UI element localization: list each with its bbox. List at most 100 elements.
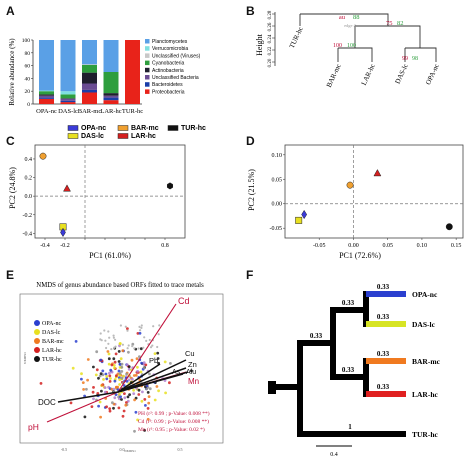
panel-e-sample-point: [113, 360, 117, 364]
panel-e-sample-point: [105, 375, 109, 378]
panel-e-sample-point: [99, 372, 103, 375]
panel-e-sample-point: [134, 373, 138, 377]
panel-a-xlabel: LAR-hc: [100, 108, 121, 115]
panel-a-bar-segment: [82, 64, 97, 73]
panel-e-sample-point: [103, 386, 107, 389]
panel-e-sample-point: [124, 403, 128, 407]
panel-b-node2-bp: 100: [347, 43, 356, 49]
panel-e-vector-mn: Mn: [188, 377, 199, 386]
panel-e-sample-point: [80, 377, 83, 381]
panel-e-sample-point: [112, 406, 115, 410]
panel-a-xlabel: BAR-mc: [78, 108, 102, 115]
panel-e-sample-point: [121, 343, 124, 346]
panel-e-sample-point: [111, 401, 114, 405]
panel-e-sample-point: [119, 395, 122, 399]
point-bar-mc: [346, 181, 354, 189]
panel-a-ytick: 80: [25, 51, 31, 57]
panel-e-sample-point: [149, 346, 153, 349]
panel-e-legend-label: DAS-lc: [42, 330, 61, 336]
panel-e-sample-point: [114, 386, 118, 389]
panel-e-sample-point: [107, 362, 111, 366]
panel-a-bar-segment: [103, 72, 119, 94]
panel-e-nmds-biplot: NMDS of genus abundance based ORFs fitte…: [19, 282, 224, 453]
panel-e-sample-point: [152, 325, 155, 328]
panel-f-leaf-tur: TUR-hc: [412, 430, 439, 439]
panel-x-tick-label: 0.10: [417, 243, 428, 249]
panel-e-sample-point: [134, 410, 138, 414]
point-das-lc: [295, 216, 303, 224]
panel-b-leaf-lar: LAR-hc: [360, 62, 377, 86]
panel-e-sample-point: [103, 390, 107, 394]
panel-a-bar-segment: [82, 72, 97, 84]
panel-y-tick-label: 0.0: [25, 194, 33, 200]
panel-c-xlabel: PC1 (61.0%): [89, 251, 131, 260]
panel-c-legend-swatch: [67, 125, 79, 131]
point-opa-nc: [301, 209, 308, 220]
panel-e-sample-point: [99, 415, 102, 419]
panel-f-phylogenetic-tree: 0.4 0.33 0.33 0.33 0.33 0.33 0.33 0.33 1…: [268, 283, 441, 458]
panel-e-sample-point: [148, 387, 152, 391]
panel-e-sample-point: [108, 374, 112, 378]
panel-e-sample-point: [139, 329, 142, 332]
point-lar-hc: [63, 184, 71, 192]
panel-a-ytick: 0: [27, 102, 30, 108]
panel-e-sample-point: [153, 352, 157, 355]
panel-e-sample-point: [71, 366, 75, 370]
panel-e-sample-point: [103, 329, 106, 332]
panel-e-sample-point: [120, 376, 124, 380]
panel-e-sample-point: [133, 398, 137, 402]
panel-a-ytick: 100: [22, 38, 31, 44]
panel-a-ylabel: Relative abundance (%): [8, 38, 16, 106]
panel-e-sample-point: [144, 363, 148, 367]
panel-e-title: NMDS of genus abundance based ORFs fitte…: [36, 282, 204, 289]
panel-b-au-header: au: [339, 14, 346, 21]
panel-a-legend-label: Planctomycetes: [152, 39, 188, 45]
panel-e-sample-point: [140, 361, 144, 365]
panel-e-sample-point: [126, 327, 129, 330]
panel-e-sample-point: [114, 393, 118, 396]
panel-b-leaf-tur: TUR-hc: [288, 25, 305, 49]
panel-y-tick-label: 0.4: [25, 157, 33, 163]
point-tur-hc: [445, 223, 453, 231]
panel-x-tick-label: 0.15: [451, 243, 462, 249]
panel-e-sample-point: [118, 383, 121, 386]
panel-e-legend-label: LAR-hc: [42, 348, 62, 354]
panel-e-sample-point: [133, 347, 136, 350]
panel-c-legend-swatch: [117, 133, 129, 139]
panel-e-sample-point: [113, 346, 116, 349]
panel-c-legend-label: LAR-hc: [131, 133, 156, 140]
panel-c-legend-swatch: [67, 133, 79, 139]
panel-e-legend-label: TUR-hc: [42, 357, 62, 363]
panel-a-bar-segment: [60, 98, 76, 101]
panel-b-bp-header: 88: [353, 14, 360, 21]
panel-a-bar-segment: [82, 83, 97, 90]
panel-e-sample-point: [132, 388, 136, 392]
panel-e-sample-point: [98, 400, 102, 404]
panel-e-sample-point: [135, 357, 139, 361]
panel-a-bar-segment: [39, 40, 54, 91]
panel-e-sample-point: [148, 338, 151, 342]
panel-e-sample-point: [83, 415, 87, 419]
panel-a-legend-swatch: [145, 82, 150, 87]
panel-e-sample-point: [138, 325, 141, 328]
panel-f-leaf-opa: OPA-nc: [412, 290, 438, 299]
panel-e-sample-point: [115, 374, 118, 377]
panel-a-legend-label: Proteobacteria: [152, 89, 185, 95]
panel-c-legend-swatch: [167, 125, 179, 131]
panel-e-sample-point: [157, 389, 161, 393]
panel-a-legend-swatch: [145, 46, 150, 51]
panel-e-sample-point: [112, 387, 116, 391]
panel-e-sample-point: [81, 381, 85, 384]
panel-a-bar-segment: [103, 40, 119, 72]
panel-a-legend-swatch: [145, 75, 150, 80]
panel-e-sample-point: [131, 345, 134, 348]
panel-y-tick-label: 0.2: [25, 176, 33, 182]
panel-e-sample-point: [118, 372, 122, 375]
panel-a-xlabel: DAS-lc: [58, 108, 78, 115]
panel-e-sample-point: [95, 368, 99, 372]
panel-c-pca-scatter: PC2 (24.8%) PC1 (61.0%) -0.4 -0.2 0.8 -0.4 -…: [8, 125, 206, 260]
panel-e-sample-point: [156, 351, 160, 355]
panel-e-sample-point: [107, 342, 110, 345]
panel-e-sample-point: [98, 374, 102, 378]
panel-letter-e: E: [6, 268, 15, 282]
